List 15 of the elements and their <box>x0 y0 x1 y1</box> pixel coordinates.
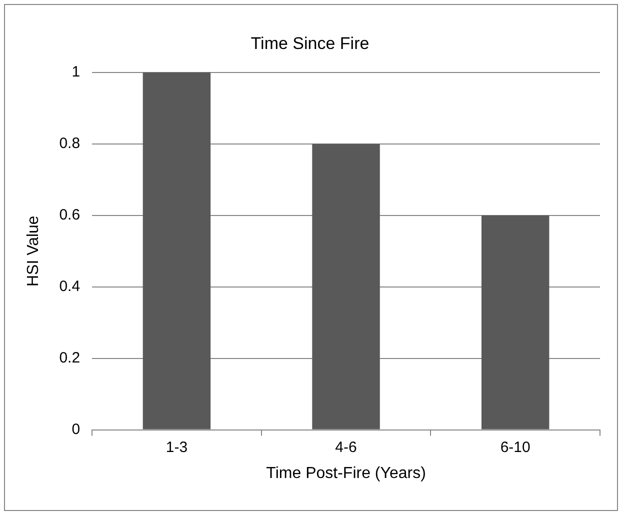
bar <box>481 215 550 430</box>
x-tick-label: 6-10 <box>500 438 530 456</box>
y-tick-label: 0.6 <box>59 206 80 224</box>
x-tick-label: 4-6 <box>335 438 357 456</box>
bar <box>142 72 211 430</box>
y-tick-label: 0.2 <box>59 349 80 366</box>
x-axis-title: Time Post-Fire (Years) <box>266 464 426 482</box>
y-tick-label: 1 <box>72 64 80 81</box>
y-axis-title: HSI Value <box>25 216 42 287</box>
bar <box>312 144 380 430</box>
y-tick-label: 0.8 <box>59 135 80 152</box>
y-tick-label: 0 <box>72 420 80 438</box>
x-tick-label: 1-3 <box>166 438 188 456</box>
chart-title: Time Since Fire <box>250 34 370 53</box>
y-tick-label: 0.4 <box>59 278 80 295</box>
